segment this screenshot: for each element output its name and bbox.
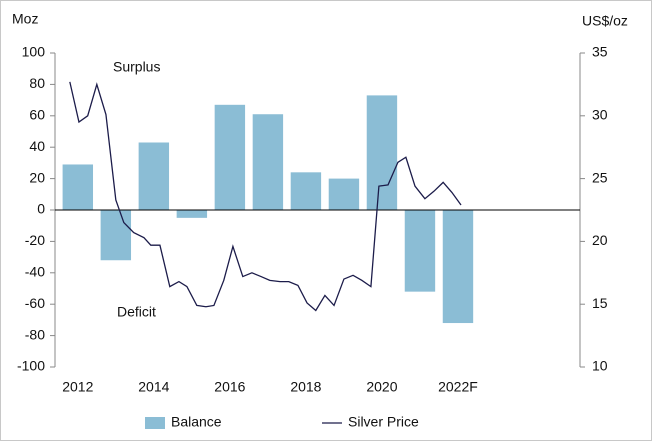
x-tick-label: 2014 (138, 379, 169, 395)
y-tick-label: 20 (29, 169, 45, 185)
y2-tick-label: 10 (592, 358, 608, 374)
y2-tick-label: 15 (592, 295, 608, 311)
annotation: Surplus (113, 59, 160, 75)
bar (404, 210, 436, 292)
y-tick-label: -40 (25, 264, 45, 280)
y2-tick-label: 30 (592, 107, 608, 123)
y-tick-label: 60 (29, 107, 45, 123)
bar (100, 210, 132, 261)
bar (62, 164, 94, 210)
bar (442, 210, 474, 324)
y2-tick-label: 25 (592, 169, 608, 185)
x-tick-label: 2022F (438, 379, 478, 395)
y-tick-label: -80 (25, 326, 45, 342)
annotation: Deficit (117, 304, 156, 320)
y-tick-label: -20 (25, 232, 45, 248)
y2-tick-label: 20 (592, 232, 608, 248)
bar (328, 178, 360, 210)
y-axis-title: Moz (12, 11, 38, 27)
bar (176, 210, 208, 218)
y2-axis-title: US$/oz (582, 13, 628, 29)
y2-tick-label: 35 (592, 44, 608, 60)
bar (290, 172, 322, 210)
bar (138, 142, 170, 210)
x-tick-label: 2018 (290, 379, 321, 395)
y-tick-label: 40 (29, 138, 45, 154)
bar (214, 104, 246, 210)
bar (252, 114, 284, 210)
legend-label: Balance (171, 414, 222, 430)
y-tick-label: 0 (37, 201, 45, 217)
y-tick-label: -100 (17, 358, 45, 374)
bar (366, 95, 398, 210)
y-tick-label: 80 (29, 75, 45, 91)
price-line (69, 81, 462, 312)
legend-label: Silver Price (348, 414, 419, 430)
y-tick-label: 100 (22, 44, 46, 60)
x-tick-label: 2020 (366, 379, 397, 395)
x-tick-label: 2012 (62, 379, 93, 395)
legend-swatch (145, 417, 165, 429)
x-tick-label: 2016 (214, 379, 245, 395)
y-tick-label: -60 (25, 295, 45, 311)
